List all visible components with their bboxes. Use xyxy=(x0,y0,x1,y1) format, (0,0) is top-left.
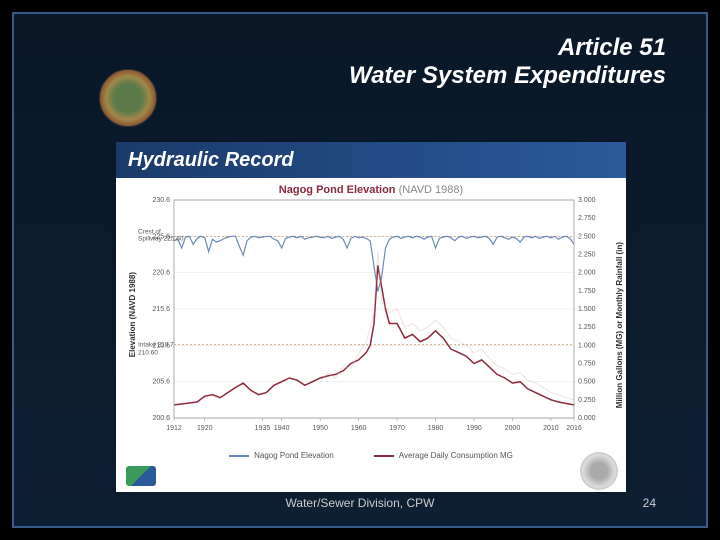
svg-text:1.750: 1.750 xyxy=(578,288,596,295)
legend-item: Nagog Pond Elevation xyxy=(229,451,334,460)
svg-text:1.000: 1.000 xyxy=(578,342,596,349)
svg-text:1.500: 1.500 xyxy=(578,306,596,313)
svg-text:2010: 2010 xyxy=(543,425,559,432)
legend-label: Nagog Pond Elevation xyxy=(254,451,334,460)
slide-frame: Article 51 Water System Expenditures Hyd… xyxy=(12,12,708,528)
svg-text:230.6: 230.6 xyxy=(152,197,170,204)
svg-text:2.000: 2.000 xyxy=(578,270,596,277)
division-logo-icon xyxy=(126,466,156,486)
chart-card: Hydraulic Record Nagog Pond Elevation (N… xyxy=(116,142,626,492)
article-number: Article 51 xyxy=(14,34,666,62)
legend-swatch xyxy=(229,455,249,457)
footer-text: Water/Sewer Division, CPW xyxy=(14,496,706,510)
svg-text:210.60: 210.60 xyxy=(138,349,158,356)
svg-text:1940: 1940 xyxy=(274,425,290,432)
svg-text:Intake 210.7: Intake 210.7 xyxy=(138,342,174,349)
svg-text:1912: 1912 xyxy=(166,425,182,432)
svg-text:1935: 1935 xyxy=(255,425,271,432)
chart-title: Nagog Pond Elevation (NAVD 1988) xyxy=(116,184,626,196)
article-subtitle: Water System Expenditures xyxy=(14,62,666,90)
svg-text:215.6: 215.6 xyxy=(152,306,170,313)
svg-text:1990: 1990 xyxy=(466,425,482,432)
chart-svg: 200.6205.6210.6215.6220.6225.6230.60.000… xyxy=(174,200,574,432)
svg-text:0.500: 0.500 xyxy=(578,379,596,386)
svg-text:2.500: 2.500 xyxy=(578,233,596,240)
card-title-bar: Hydraulic Record xyxy=(116,142,626,178)
svg-text:1980: 1980 xyxy=(428,425,444,432)
svg-text:2.250: 2.250 xyxy=(578,252,596,259)
svg-text:0.000: 0.000 xyxy=(578,415,596,422)
svg-text:2016: 2016 xyxy=(566,425,582,432)
svg-text:1.250: 1.250 xyxy=(578,324,596,331)
chart-title-sub: (NAVD 1988) xyxy=(399,184,464,196)
svg-text:1970: 1970 xyxy=(389,425,405,432)
svg-text:0.750: 0.750 xyxy=(578,361,596,368)
chart-plot-area: 200.6205.6210.6215.6220.6225.6230.60.000… xyxy=(174,200,574,432)
legend-item: Average Daily Consumption MG xyxy=(374,451,513,460)
svg-text:3.000: 3.000 xyxy=(578,197,596,204)
svg-text:Spillway 225.60: Spillway 225.60 xyxy=(138,235,184,242)
svg-text:200.6: 200.6 xyxy=(152,415,170,422)
slide-header: Article 51 Water System Expenditures xyxy=(14,34,666,90)
svg-text:2.750: 2.750 xyxy=(578,215,596,222)
y-axis-left-label: Elevation (NAVD 1988) xyxy=(128,272,137,357)
svg-text:1950: 1950 xyxy=(312,425,328,432)
svg-text:Crest of: Crest of xyxy=(138,228,161,235)
town-seal-small-icon xyxy=(580,452,618,490)
svg-text:220.6: 220.6 xyxy=(152,270,170,277)
y-axis-right-label: Million Gallons (MG) or Monthly Rainfall… xyxy=(615,242,624,408)
page-number: 24 xyxy=(643,496,656,510)
legend-label: Average Daily Consumption MG xyxy=(399,451,513,460)
svg-text:0.250: 0.250 xyxy=(578,397,596,404)
svg-text:1920: 1920 xyxy=(197,425,213,432)
chart-title-main: Nagog Pond Elevation xyxy=(279,184,396,196)
svg-text:2000: 2000 xyxy=(505,425,521,432)
legend-swatch xyxy=(374,455,394,457)
svg-text:205.6: 205.6 xyxy=(152,379,170,386)
svg-text:1960: 1960 xyxy=(351,425,367,432)
chart-legend: Nagog Pond Elevation Average Daily Consu… xyxy=(116,451,626,460)
